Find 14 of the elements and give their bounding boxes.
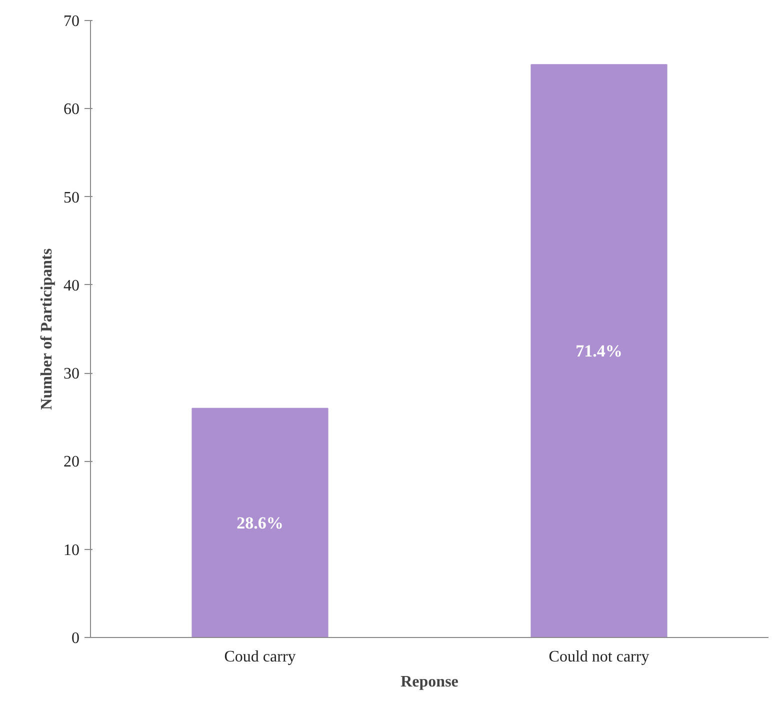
annotation: 28.6% bbox=[236, 513, 284, 532]
x-tick-label: Could not carry bbox=[548, 648, 650, 666]
annotation: 71.4% bbox=[576, 342, 622, 361]
y-axis-title: Number of Participants bbox=[38, 248, 56, 410]
y-tick-label: 70 bbox=[64, 13, 80, 30]
x-axis-title: Reponse bbox=[400, 674, 458, 690]
y-tick-label: 50 bbox=[64, 189, 80, 206]
y-tick-label: 20 bbox=[64, 454, 80, 471]
y-tick-label: 40 bbox=[64, 277, 80, 294]
y-tick-label: 10 bbox=[64, 542, 80, 559]
x-tick-label: Coud carry bbox=[224, 648, 296, 666]
y-tick-label: 0 bbox=[72, 630, 80, 647]
y-tick-label: 60 bbox=[64, 101, 80, 118]
y-tick-label: 30 bbox=[64, 366, 80, 383]
